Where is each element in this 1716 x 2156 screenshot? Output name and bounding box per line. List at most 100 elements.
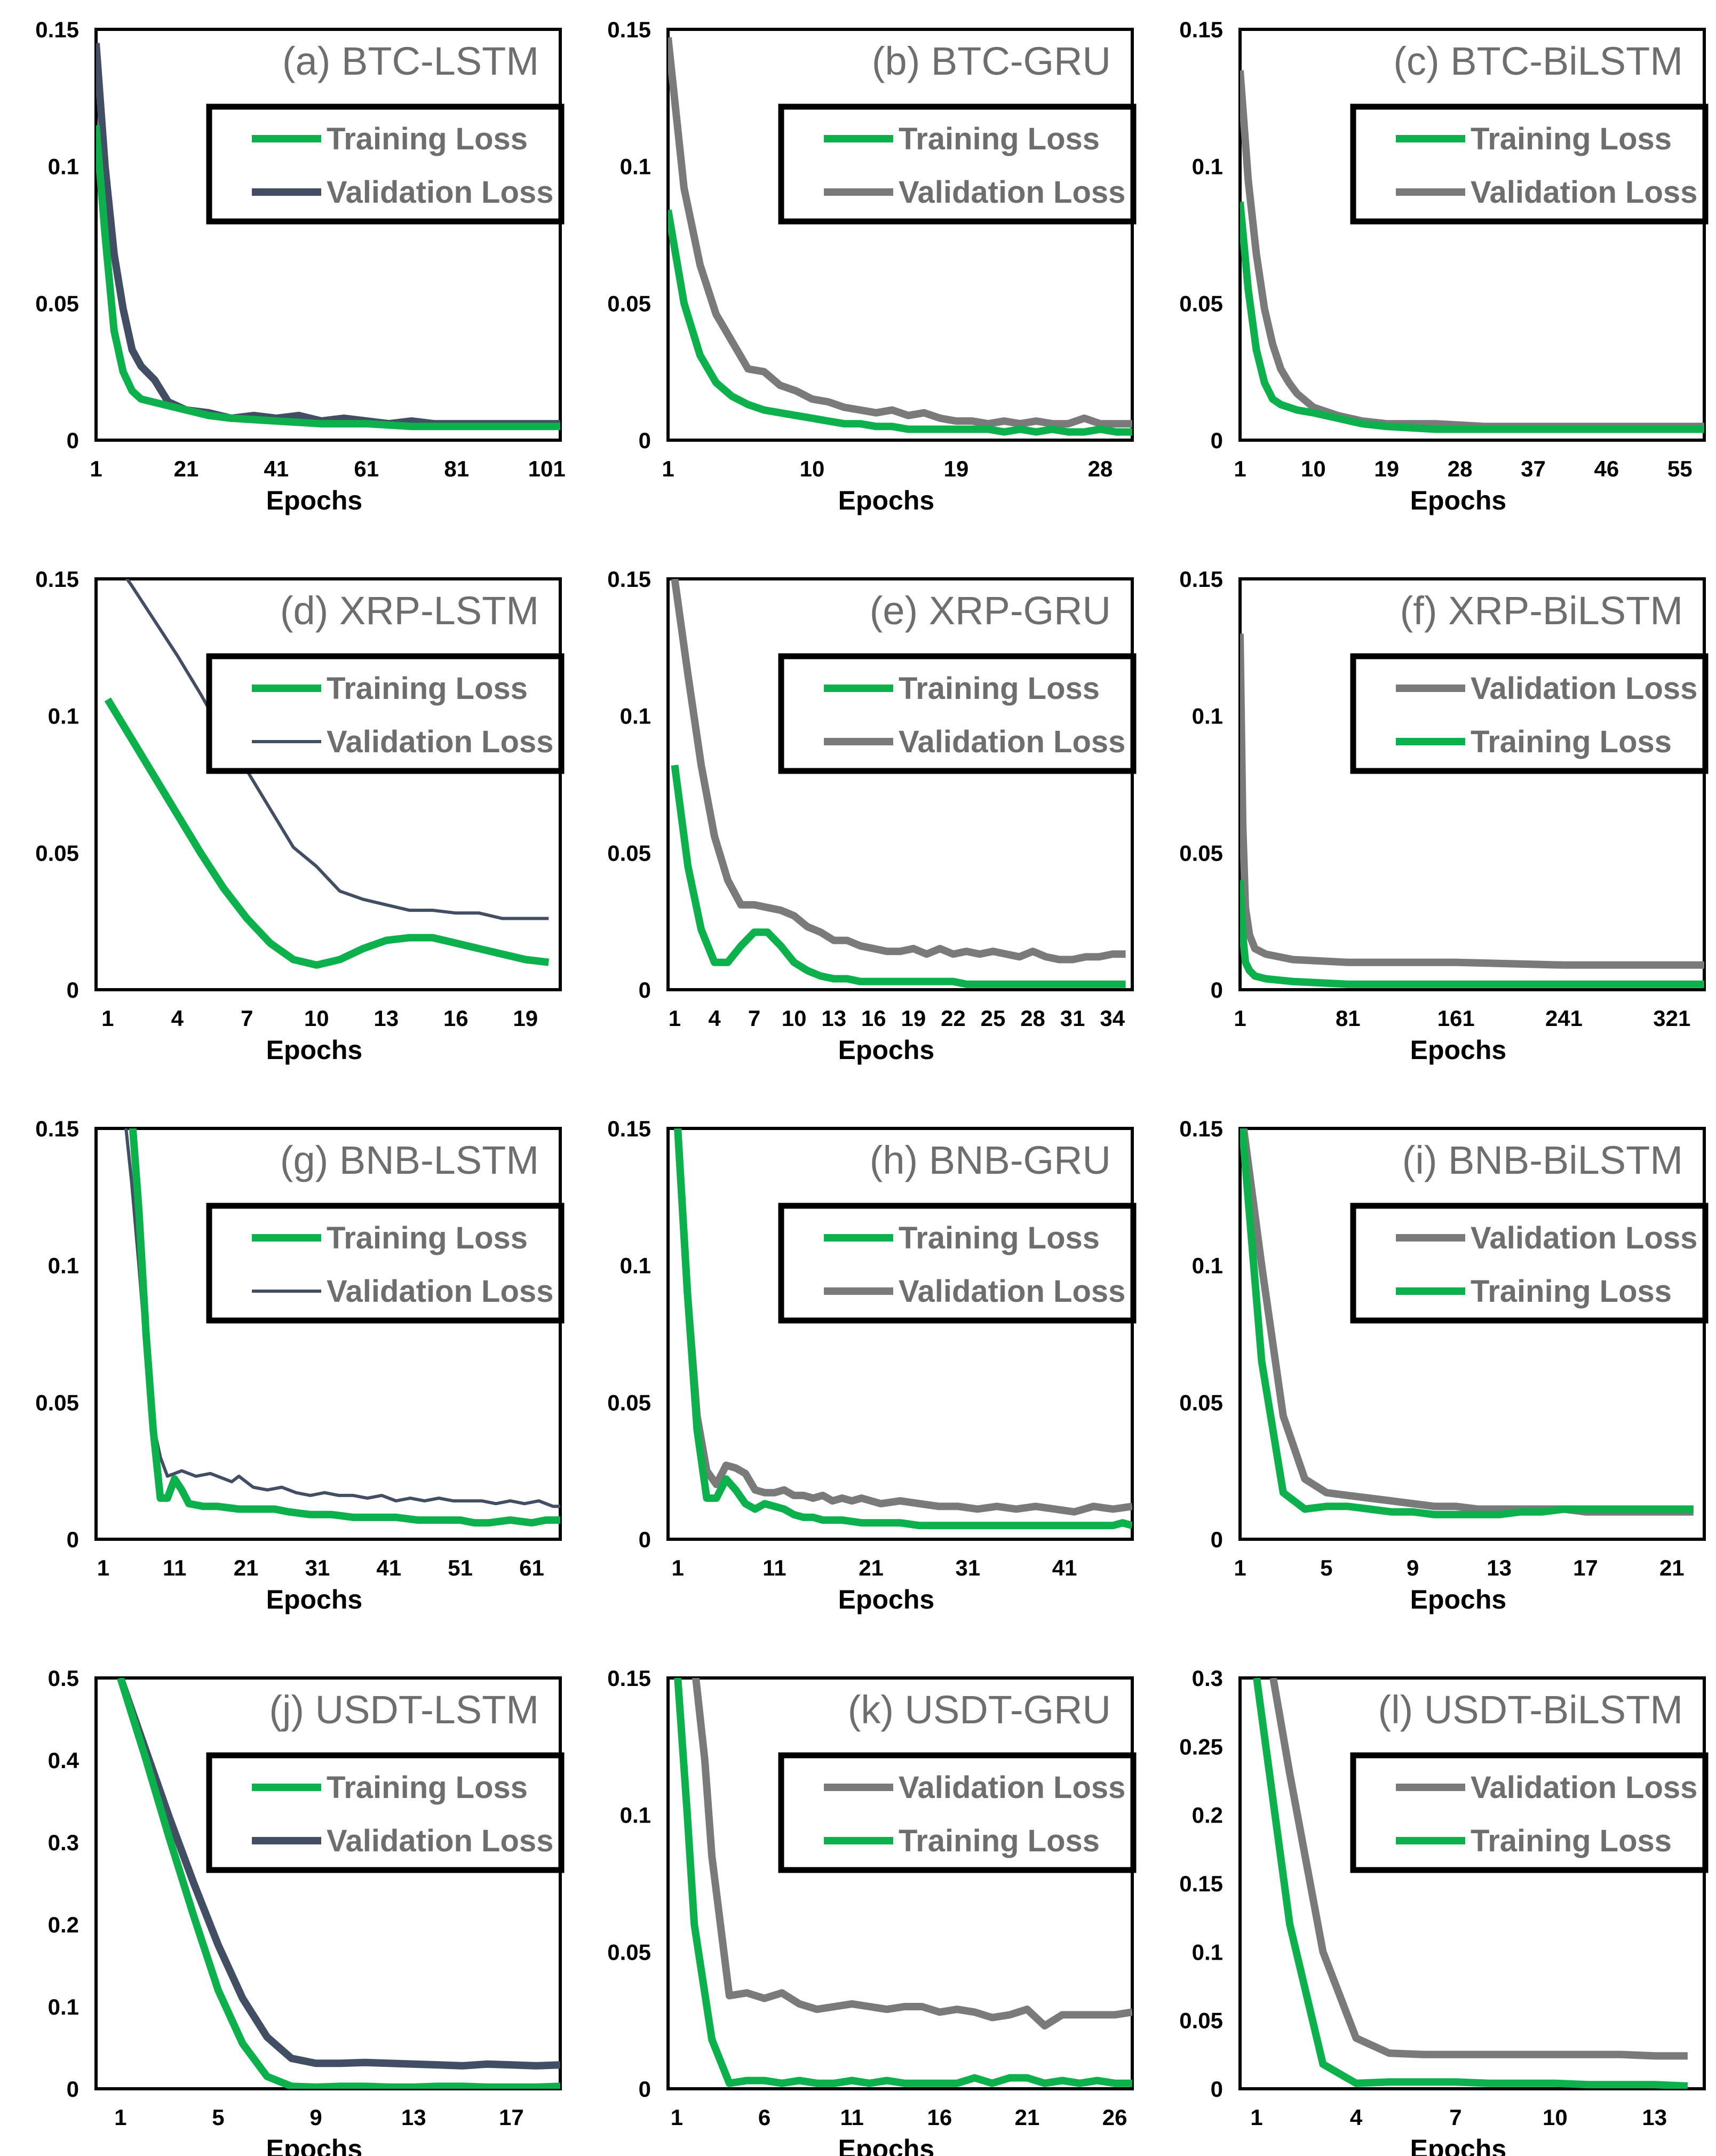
plot-frame <box>666 28 1134 442</box>
x-axis-label: Epochs <box>838 2134 935 2156</box>
legend-box <box>1350 104 1709 225</box>
training-loss-line <box>129 1128 560 1527</box>
x-tick-label: 19 <box>901 1006 926 1031</box>
x-tick-label: 11 <box>163 1555 186 1580</box>
chart-panel: 0 0.05 0.1 0.15 1 21 41 61 81 101 Epochs (a) BTC-LS… <box>35 17 565 515</box>
x-tick-label: 1 <box>101 1006 114 1031</box>
x-tick-label: 19 <box>944 456 969 481</box>
y-tick-label: 0.05 <box>35 840 79 865</box>
y-tick-label: 0.1 <box>620 154 651 179</box>
x-axis-label: Epochs <box>1410 486 1507 515</box>
x-tick-label: 37 <box>1521 456 1546 481</box>
plot-frame <box>94 1676 562 2090</box>
y-tick-label: 0.15 <box>35 17 79 42</box>
y-tick-label: 0.1 <box>620 1253 651 1278</box>
y-tick-label: 0 <box>67 977 79 1003</box>
x-tick-label: 41 <box>1052 1555 1077 1580</box>
training-loss-line <box>671 765 1126 988</box>
panel-title: (f) XRP-BiLSTM <box>1400 588 1683 633</box>
plot-frame <box>666 1676 1134 2090</box>
chart-panel: 0 0.05 0.1 0.15 1 10 19 28 Epochs (b) BTC-GRU Trai… <box>607 17 1137 515</box>
x-tick-label: 101 <box>528 456 566 481</box>
y-tick-label: 0.4 <box>48 1748 80 1773</box>
y-tick-label: 0.05 <box>35 1390 79 1415</box>
y-tick-label: 0.1 <box>48 1253 79 1278</box>
x-tick-label: 241 <box>1545 1006 1583 1031</box>
validation-loss-line <box>125 579 549 920</box>
x-tick-label: 1 <box>1234 456 1246 481</box>
panel-title: (a) BTC-LSTM <box>282 39 539 83</box>
y-tick-label: 0 <box>639 428 651 453</box>
x-tick-label: 1 <box>97 1555 109 1580</box>
y-tick-label: 0.05 <box>607 840 651 865</box>
x-tick-label: 5 <box>212 2105 224 2130</box>
y-tick-label: 0 <box>67 1527 79 1552</box>
plot-frame <box>1238 1676 1706 2090</box>
y-tick-label: 0.1 <box>1192 704 1223 729</box>
training-loss-line <box>1253 1678 1688 2089</box>
legend-entry-label: Validation Loss <box>1471 671 1697 706</box>
x-tick-label: 4 <box>171 1006 184 1031</box>
legend-entry-label: Training Loss <box>899 671 1100 706</box>
x-tick-label: 25 <box>981 1006 1006 1031</box>
x-tick-label: 19 <box>1374 456 1399 481</box>
legend-entry-label: Training Loss <box>899 122 1100 156</box>
legend-entry-label: Validation Loss <box>899 725 1125 759</box>
x-axis-label: Epochs <box>266 486 363 515</box>
y-tick-label: 0 <box>1211 977 1223 1003</box>
panel-title: (d) XRP-LSTM <box>280 588 539 633</box>
y-tick-label: 0.15 <box>607 1116 651 1141</box>
plot-frame <box>666 1127 1134 1541</box>
x-tick-label: 7 <box>748 1006 760 1031</box>
x-tick-label: 81 <box>444 456 469 481</box>
training-loss-line <box>1240 1128 1694 1518</box>
y-tick-label: 0.05 <box>607 1939 651 1964</box>
legend-box <box>1350 653 1709 774</box>
legend-entry-label: Validation Loss <box>327 1824 553 1858</box>
chart-panel: 0 0.05 0.1 0.15 1 5 9 13 17 21 Epochs (i) BNB-BiLST… <box>1179 1116 1709 1614</box>
x-tick-label: 10 <box>304 1006 329 1031</box>
x-axis-label: Epochs <box>1410 1035 1507 1065</box>
x-tick-label: 22 <box>941 1006 966 1031</box>
legend-box <box>206 1752 565 1873</box>
legend-box <box>206 104 565 225</box>
plot-frame <box>666 577 1134 991</box>
y-tick-label: 0.15 <box>35 567 79 592</box>
legend-entry-label: Training Loss <box>327 1770 528 1805</box>
x-tick-label: 46 <box>1594 456 1619 481</box>
x-tick-label: 10 <box>782 1006 807 1031</box>
training-loss-line <box>1240 201 1704 433</box>
training-loss-line <box>104 697 550 969</box>
y-tick-label: 0.15 <box>1179 1116 1223 1141</box>
chart-panel: 0 0.05 0.1 0.15 1 81 161 241 321 Epochs (f) XRP-Bi… <box>1179 567 1709 1065</box>
legend-entry-label: Validation Loss <box>1471 1221 1697 1255</box>
x-tick-label: 10 <box>1543 2105 1568 2130</box>
x-tick-label: 11 <box>840 2105 864 2130</box>
legend-entry-label: Training Loss <box>327 671 528 706</box>
y-tick-label: 0.1 <box>48 1994 79 2019</box>
x-axis-label: Epochs <box>266 2134 363 2156</box>
x-tick-label: 31 <box>956 1555 981 1580</box>
x-tick-label: 7 <box>241 1006 253 1031</box>
x-tick-label: 1 <box>671 1555 684 1580</box>
panel-title: (b) BTC-GRU <box>872 39 1111 83</box>
x-tick-label: 16 <box>927 2105 952 2130</box>
y-tick-label: 0.3 <box>1192 1666 1223 1691</box>
legend-entry-label: Validation Loss <box>899 1274 1125 1309</box>
y-tick-label: 0.1 <box>1192 1253 1223 1278</box>
x-tick-label: 81 <box>1336 1006 1361 1031</box>
x-tick-label: 28 <box>1020 1006 1045 1031</box>
legend-entry-label: Training Loss <box>1471 122 1672 156</box>
x-axis-label: Epochs <box>266 1035 363 1065</box>
training-loss-line <box>674 1678 1132 2087</box>
panel-title: (c) BTC-BiLSTM <box>1393 39 1683 83</box>
panel-title: (l) USDT-BiLSTM <box>1378 1688 1683 1732</box>
y-tick-label: 0.25 <box>1179 1734 1223 1759</box>
x-tick-label: 1 <box>1234 1555 1246 1580</box>
x-tick-label: 31 <box>1060 1006 1085 1031</box>
chart-panel: 0 0.05 0.1 0.15 1 4 7 10 13 16 19 22 25 28 31 34 Epochs (… <box>607 567 1137 1065</box>
x-tick-label: 19 <box>513 1006 538 1031</box>
x-tick-label: 21 <box>859 1555 884 1580</box>
legend-entry-label: Training Loss <box>1471 1274 1672 1309</box>
